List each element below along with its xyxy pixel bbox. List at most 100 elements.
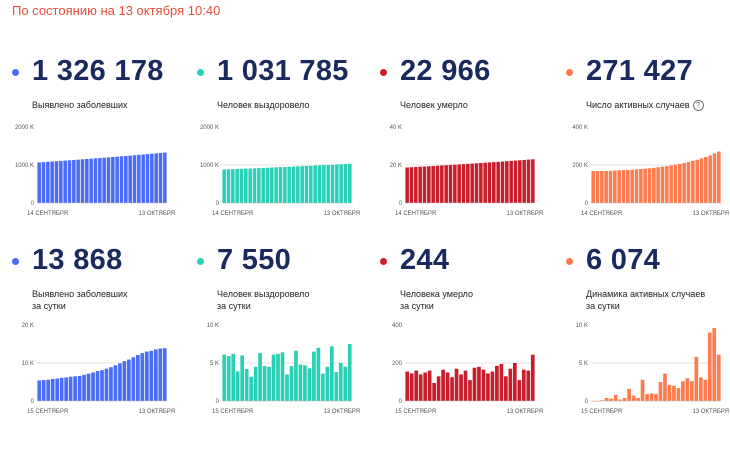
bar (252, 168, 257, 203)
bar (627, 388, 631, 401)
bar (436, 376, 441, 401)
x-tick-label-end: 13 ОКТЯБРЯ (506, 211, 543, 217)
y-tick-label: 0 (31, 201, 35, 207)
bar (296, 166, 300, 203)
label-line-1: Число активных случаев (586, 100, 690, 110)
bar (55, 378, 60, 401)
bar (222, 354, 227, 401)
y-tick-label: 0 (399, 201, 403, 207)
bar (656, 167, 660, 203)
bar (427, 166, 431, 203)
bar (499, 363, 504, 401)
bar (300, 166, 304, 203)
bar (309, 165, 313, 203)
bullet-icon (566, 258, 573, 265)
daily-active-change-card: 6 074 Динамика активных случаев за сутки 10… (566, 244, 730, 449)
bar (41, 380, 46, 401)
bar (618, 399, 622, 401)
label-line-1: Человека умерло (400, 289, 474, 299)
label-line-1: Выявлено заболевших (32, 289, 128, 299)
y-tick-label: 400 (392, 323, 403, 329)
bar (86, 373, 91, 401)
bar (68, 376, 73, 401)
bar (289, 366, 294, 401)
bar (222, 169, 226, 203)
daily-cases-label: Выявлено заболевших за сутки (32, 288, 128, 312)
x-tick-label-end: 13 ОКТЯБРЯ (323, 409, 360, 415)
bar (508, 368, 513, 401)
bar (50, 378, 55, 401)
bar (343, 164, 348, 203)
bar (418, 374, 423, 401)
bar (481, 369, 486, 401)
bar (131, 357, 136, 401)
bar (85, 159, 89, 203)
bar (409, 373, 414, 401)
daily-cases-chart: 20 K 10 K 0 15 СЕНТЯБРЯ 13 ОКТЯБРЯ (22, 323, 175, 415)
y-tick-label: 0 (216, 399, 220, 405)
bar (660, 166, 665, 203)
x-tick-label-end: 13 ОКТЯБРЯ (138, 409, 175, 415)
bar (466, 163, 470, 203)
total-cases-card: 1 326 178 Выявлено заболевших 2000 K 1000 K… (12, 55, 182, 260)
label-line-2: за сутки (586, 301, 620, 311)
bar (647, 168, 652, 203)
bar (144, 351, 149, 401)
label-line-1: Выявлено заболевших (32, 100, 128, 110)
bar (483, 162, 487, 203)
bullet-icon (12, 69, 19, 76)
bar (690, 381, 694, 401)
x-tick-label-end: 13 ОКТЯБРЯ (138, 211, 175, 217)
bar (303, 365, 307, 401)
bar (681, 381, 685, 401)
bar (89, 158, 93, 203)
bar (639, 168, 643, 203)
bar (291, 166, 296, 203)
bar (145, 154, 150, 203)
bar (73, 376, 77, 401)
bar (703, 379, 708, 401)
bar (678, 163, 682, 203)
bar (128, 155, 132, 203)
bar (104, 368, 109, 401)
daily-recovered-card: 7 550 Человек выздоровело за сутки 10 K 5 K 0… (197, 244, 367, 449)
bar (522, 159, 526, 203)
bar (326, 164, 330, 203)
label-line-1: Динамика активных случаев (586, 289, 706, 299)
bar (613, 394, 618, 401)
bar (414, 370, 419, 401)
bar (652, 167, 656, 203)
bar (423, 372, 428, 401)
y-tick-label: 0 (585, 399, 589, 405)
bar (304, 165, 309, 203)
bar (37, 380, 42, 401)
bar (150, 153, 154, 203)
x-tick-label-start: 14 СЕНТЯБРЯ (581, 211, 622, 217)
bar (658, 382, 663, 401)
bar (716, 354, 721, 401)
bar (512, 363, 517, 401)
bar (63, 160, 67, 203)
x-tick-label-end: 13 ОКТЯБРЯ (692, 211, 729, 217)
bar (717, 151, 721, 203)
bar (149, 350, 154, 401)
bar (82, 374, 86, 401)
bar (474, 163, 479, 203)
bar (518, 160, 522, 203)
active-cases-value: 271 427 (586, 55, 693, 87)
bar (343, 366, 348, 401)
bar (140, 353, 145, 401)
bar (98, 158, 102, 203)
bar (50, 161, 54, 203)
bar (158, 348, 163, 401)
y-tick-label: 1000 K (15, 163, 34, 169)
bar (276, 353, 280, 401)
bar (59, 377, 64, 401)
bar (669, 165, 673, 203)
bar (450, 377, 454, 401)
daily-recovered-chart: 10 K 5 K 0 15 СЕНТЯБРЯ 13 ОКТЯБРЯ (207, 323, 360, 415)
info-icon[interactable]: ? (692, 100, 704, 111)
bar (37, 162, 41, 203)
bar (113, 365, 118, 401)
bar (294, 350, 298, 401)
